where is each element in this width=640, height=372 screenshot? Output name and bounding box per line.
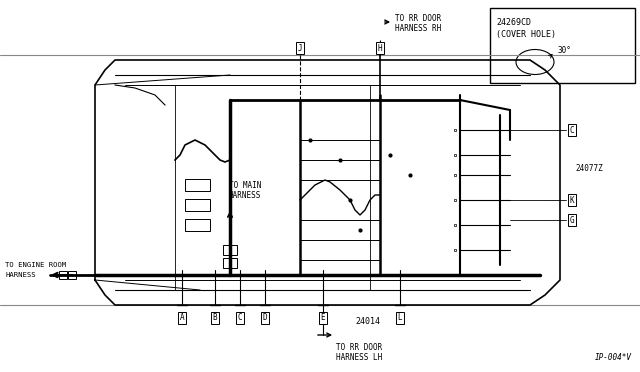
Text: (COVER HOLE): (COVER HOLE) [496,29,556,38]
Text: E: E [321,314,325,323]
Bar [490,8,635,83]
Text: K: K [570,196,574,205]
Text: G: G [570,215,574,224]
Text: TO RR DOOR: TO RR DOOR [395,13,441,22]
Bar [185,179,210,191]
Text: HARNESS: HARNESS [5,272,36,278]
Bar [185,199,210,211]
Text: B: B [212,314,218,323]
Text: H: H [378,44,382,52]
Text: TO RR DOOR: TO RR DOOR [336,343,382,353]
Ellipse shape [516,49,554,74]
Text: D: D [262,314,268,323]
Text: TO ENGINE ROOM: TO ENGINE ROOM [5,262,67,268]
Text: 24269CD: 24269CD [496,17,531,26]
Text: C: C [570,125,574,135]
Text: L: L [397,314,403,323]
Text: IP-004*V: IP-004*V [595,353,632,362]
Bar [68,271,76,279]
Bar [223,245,237,255]
Text: HARNESS RH: HARNESS RH [395,23,441,32]
Text: 30°: 30° [558,45,572,55]
Text: HARNESS LH: HARNESS LH [336,353,382,362]
Text: TO MAIN: TO MAIN [229,180,261,189]
Text: A: A [180,314,184,323]
Bar [59,271,67,279]
Bar [223,258,237,268]
Text: HARNESS: HARNESS [229,190,261,199]
Text: J: J [298,44,302,52]
Text: C: C [237,314,243,323]
Bar [185,219,210,231]
Text: 24077Z: 24077Z [575,164,603,173]
Text: 24014: 24014 [355,317,380,327]
